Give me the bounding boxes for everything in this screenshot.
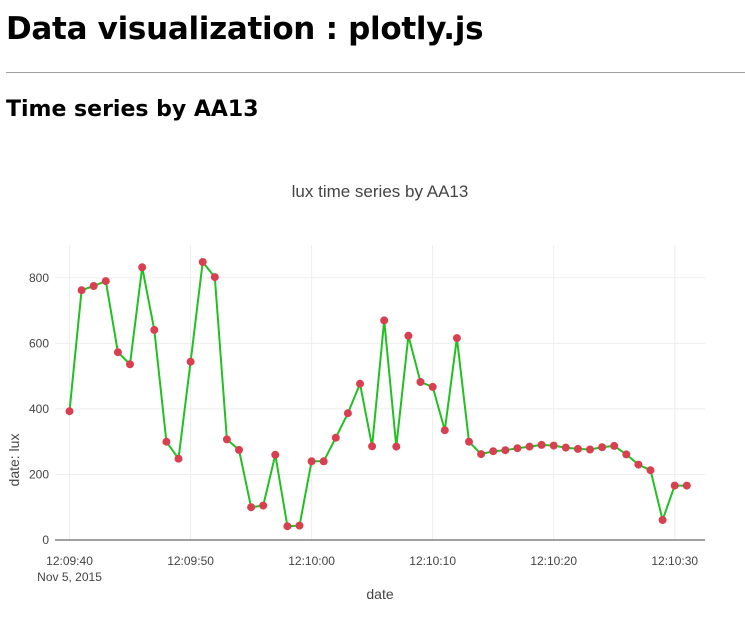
y-tick-label: 800 bbox=[29, 271, 49, 285]
y-tick-label: 400 bbox=[29, 402, 49, 416]
x-tick-label: 12:09:50 bbox=[167, 554, 214, 568]
data-point bbox=[259, 501, 268, 510]
page-title: Data visualization : plotly.js bbox=[6, 11, 484, 47]
x-tick-date-label: Nov 5, 2015 bbox=[37, 570, 102, 584]
data-point bbox=[138, 263, 147, 272]
data-point bbox=[489, 447, 498, 456]
y-tick-label: 0 bbox=[42, 533, 49, 547]
data-point bbox=[670, 481, 679, 490]
data-point bbox=[610, 441, 619, 450]
y-tick-label: 600 bbox=[29, 336, 49, 350]
data-point bbox=[537, 440, 546, 449]
data-point bbox=[283, 522, 292, 531]
data-point bbox=[416, 378, 425, 386]
data-point bbox=[113, 348, 122, 357]
grid bbox=[55, 245, 705, 540]
x-tick-label: 12:10:00 bbox=[288, 554, 335, 568]
data-point bbox=[331, 433, 340, 442]
data-point bbox=[622, 450, 631, 459]
data-point bbox=[598, 443, 607, 452]
data-point bbox=[174, 454, 183, 463]
data-point bbox=[210, 273, 219, 282]
data-point bbox=[319, 457, 328, 466]
x-tick-label: 12:09:40 bbox=[46, 554, 93, 568]
data-point bbox=[198, 258, 207, 266]
data-point bbox=[186, 357, 195, 366]
series bbox=[65, 258, 691, 531]
data-point bbox=[682, 481, 691, 490]
data-point bbox=[380, 316, 389, 325]
data-point bbox=[392, 442, 401, 451]
data-point bbox=[440, 426, 449, 435]
data-point bbox=[646, 466, 655, 475]
data-point bbox=[658, 516, 667, 524]
axes: 0 200 400 600 800 12:09:40 Nov 5, 2015 12:09:50… bbox=[29, 271, 705, 584]
data-point bbox=[101, 277, 110, 286]
x-tick-label: 12:10:30 bbox=[651, 554, 698, 568]
data-point bbox=[501, 446, 510, 455]
data-point bbox=[65, 407, 74, 416]
chart-title: lux time series by AA13 bbox=[292, 182, 469, 201]
data-point bbox=[247, 503, 256, 512]
data-point bbox=[404, 331, 413, 340]
data-point bbox=[368, 442, 377, 451]
data-point bbox=[89, 282, 98, 290]
data-point bbox=[126, 360, 134, 369]
data-point bbox=[465, 437, 473, 446]
chart[interactable]: lux time series by AA13 0 200 400 600 800 12:… bbox=[0, 160, 745, 620]
y-axis-title: date: lux bbox=[6, 434, 22, 487]
data-point bbox=[150, 325, 159, 334]
x-axis-title: date bbox=[366, 586, 393, 602]
x-tick-label: 12:10:10 bbox=[409, 554, 456, 568]
data-point bbox=[235, 445, 243, 454]
y-tick-label: 200 bbox=[29, 467, 49, 481]
data-point bbox=[586, 445, 594, 454]
data-point bbox=[162, 437, 171, 446]
data-point bbox=[573, 444, 582, 453]
data-point bbox=[295, 521, 304, 530]
data-point bbox=[452, 334, 461, 343]
data-point bbox=[549, 441, 558, 450]
series-line bbox=[68, 261, 687, 528]
data-point bbox=[222, 435, 231, 444]
x-tick-label: 12:10:20 bbox=[530, 554, 577, 568]
data-point bbox=[477, 450, 486, 459]
data-point bbox=[513, 444, 522, 453]
data-point bbox=[634, 460, 643, 469]
data-point bbox=[77, 286, 86, 295]
data-point bbox=[525, 442, 534, 451]
data-point bbox=[343, 409, 352, 418]
data-point bbox=[271, 450, 280, 459]
data-point bbox=[356, 379, 364, 388]
data-point bbox=[307, 457, 316, 466]
data-point bbox=[561, 443, 570, 452]
header-divider bbox=[6, 72, 745, 73]
section-title: Time series by AA13 bbox=[6, 97, 259, 122]
data-point bbox=[428, 382, 437, 391]
